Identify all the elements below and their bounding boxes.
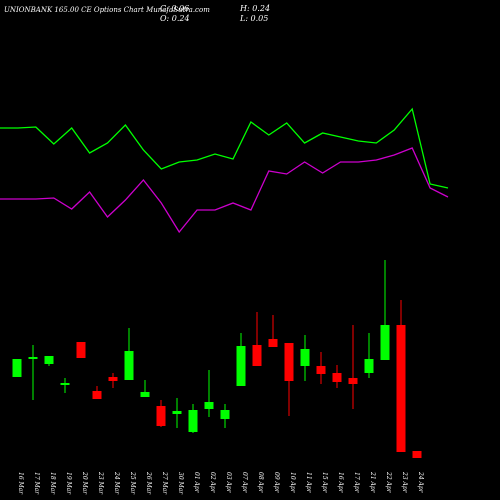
x-tick-label: 11 Apr	[305, 472, 312, 494]
candle-body	[236, 346, 246, 386]
candle-body	[12, 359, 22, 377]
candle-body	[204, 402, 214, 409]
x-tick-label: 09 Apr	[273, 472, 280, 494]
candle-body	[140, 392, 150, 397]
candle-body	[172, 411, 182, 414]
ohlc-label: L: 0.05	[239, 14, 268, 23]
x-tick-label: 26 Mar	[145, 471, 152, 495]
candle-body	[380, 325, 390, 360]
x-tick-label: 23 Mar	[97, 471, 104, 495]
x-tick-label: 08 Apr	[257, 472, 264, 494]
x-tick-label: 17 Apr	[353, 472, 360, 494]
candle-body	[92, 391, 102, 399]
x-tick-label: 17 Mar	[33, 472, 40, 495]
indicator-line	[0, 147, 449, 234]
candle-body	[156, 406, 166, 426]
x-tick-label: 10 Apr	[289, 472, 296, 494]
x-tick-label: 18 Mar	[49, 472, 56, 495]
candle-body	[268, 339, 278, 347]
x-tick-label: 15 Apr	[321, 472, 328, 494]
candle-body	[44, 356, 54, 364]
x-tick-label: 16 Mar	[17, 472, 24, 495]
x-tick-label: 24 Apr	[417, 471, 424, 494]
x-tick-label: 30 Mar	[177, 472, 184, 495]
candle-body	[76, 342, 86, 358]
candle-body	[396, 325, 406, 452]
candle-body	[124, 351, 134, 380]
x-tick-label: 16 Apr	[337, 472, 344, 494]
x-tick-label: 27 Mar	[161, 471, 168, 495]
ohlc-label: O: 0.24	[160, 14, 190, 23]
x-tick-label: 19 Mar	[65, 472, 72, 495]
x-tick-label: 20 Mar	[81, 471, 88, 495]
candle-body	[188, 410, 198, 432]
x-tick-label: 21 Apr	[369, 471, 376, 494]
candle-body	[412, 451, 422, 458]
x-tick-label: 25 Mar	[129, 471, 136, 495]
candle-body	[364, 359, 374, 373]
x-tick-label: 01 Apr	[193, 472, 200, 494]
candle-body	[28, 357, 38, 359]
candle-body	[316, 366, 326, 374]
candle-body	[252, 345, 262, 366]
candle-body	[284, 343, 294, 381]
x-tick-label: 23 Apr	[401, 471, 408, 494]
candle-body	[60, 383, 70, 385]
x-tick-label: 07 Apr	[241, 472, 248, 494]
candle-body	[348, 378, 358, 384]
chart-title: UNIONBANK 165.00 CE Options Chart Munafa…	[4, 6, 210, 14]
candle-body	[332, 373, 342, 382]
candle-body	[108, 377, 118, 381]
ohlc-label: H: 0.24	[239, 4, 270, 13]
ohlc-label: C: 0.06	[160, 4, 189, 13]
x-tick-label: 03 Apr	[225, 472, 232, 494]
indicator-line	[0, 107, 449, 189]
candle-body	[220, 410, 230, 419]
x-tick-label: 02 Apr	[209, 472, 216, 494]
x-tick-label: 22 Apr	[385, 471, 392, 494]
x-tick-label: 24 Mar	[113, 471, 120, 495]
candle-body	[300, 349, 310, 366]
